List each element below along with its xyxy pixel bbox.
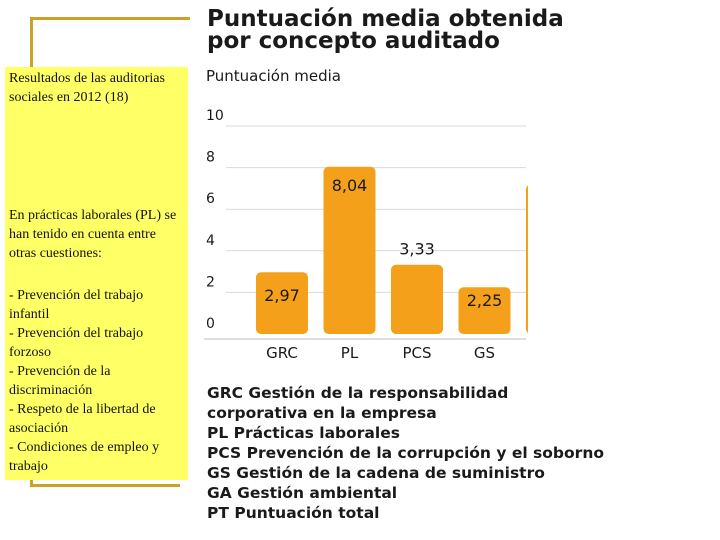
legend-item-pl: PL Prácticas laborales [207,424,400,442]
bar-gs [458,287,511,334]
notes-item: - Condiciones de empleo y trabajo [9,440,160,474]
x-tick-label: GRC [266,344,298,362]
bar-value-label: 2,97 [264,286,300,305]
legend-item-ga: GA Gestión ambiental [207,484,398,502]
x-tick-label: PCS [402,344,431,362]
bar-chart: Puntuación media 0 2 4 6 8 10 2,97 GRC 8,04 PL 3,33… [204,67,528,362]
y-tick-label: 4 [206,233,215,249]
notes-intro: Resultados de las auditorias sociales en… [9,71,165,105]
bar-grc [256,272,308,334]
bar-value-label: 2,25 [467,291,503,310]
y-tick-label: 10 [206,108,224,124]
y-tick-label: 2 [206,274,215,290]
y-tick-label: 6 [206,191,215,207]
bar-ga [526,185,528,333]
legend-item-pcs: PCS Prevención de la corrupción y el sob… [207,444,605,462]
notes-item: - Respeto de la libertad de asociación [9,402,156,436]
bar-pl [323,166,376,334]
x-tick-label: PL [341,344,359,362]
bar-value-label: 3,33 [399,240,435,259]
y-tick-label: 0 [206,316,215,332]
y-axis-label: Puntuación media [206,67,341,85]
bar-pcs [391,264,443,334]
decorative-top-line [30,17,190,20]
notes-item: - Prevención del trabajo infantil [9,288,144,322]
x-tick-label: GS [474,344,495,362]
y-tick-label: 8 [206,150,215,166]
chart-legend: GRC Gestión de la responsabilidad corpor… [207,383,604,523]
notes-panel: Resultados de las auditorias sociales en… [5,67,188,480]
bar-value-label: 8,04 [332,176,368,195]
notes-item: - Prevención del trabajo forzoso [9,326,144,360]
notes-item: - Prevención de la discriminación [9,364,111,398]
legend-item-pt: PT Puntuación total [207,504,380,522]
decorative-bottom-line [30,484,180,487]
legend-item-gs: GS Gestión de la cadena de suministro [207,464,545,482]
legend-item-grc: GRC Gestión de la responsabilidad corpor… [207,384,509,422]
notes-paragraph: En prácticas laborales (PL) se han tenid… [9,208,177,261]
chart-title: Puntuación media obtenida por concepto a… [207,6,564,54]
